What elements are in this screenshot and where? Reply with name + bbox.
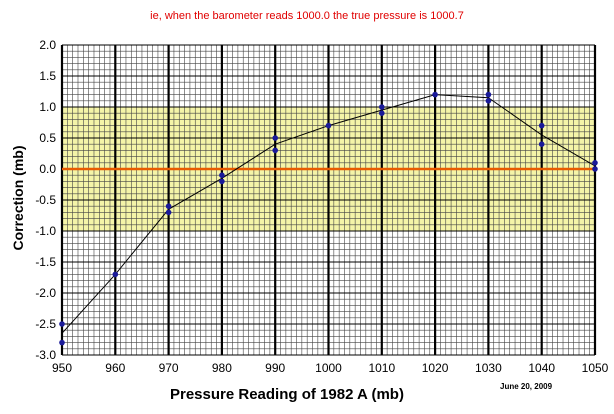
x-axis-label: Pressure Reading of 1982 A (mb) bbox=[170, 386, 404, 403]
y-tick-label: 0.5 bbox=[39, 131, 56, 145]
data-point bbox=[325, 122, 332, 129]
x-tick-label: 1030 bbox=[475, 361, 502, 375]
data-point bbox=[379, 104, 385, 110]
date-note: June 20, 2009 bbox=[500, 382, 553, 391]
data-point bbox=[112, 271, 119, 278]
data-point bbox=[165, 209, 172, 216]
data-point bbox=[538, 141, 545, 147]
x-tick-label: 1020 bbox=[422, 361, 449, 375]
y-tick-label: -1.0 bbox=[35, 224, 56, 238]
data-point bbox=[59, 339, 65, 346]
y-axis-label: Correction (mb) bbox=[10, 145, 26, 251]
data-point bbox=[538, 122, 545, 129]
y-tick-label: -2.5 bbox=[35, 317, 56, 331]
x-tick-label: 1010 bbox=[368, 361, 395, 375]
y-tick-label: 1.5 bbox=[39, 69, 56, 83]
x-tick-label: 960 bbox=[105, 361, 125, 375]
data-point bbox=[219, 172, 225, 178]
data-point bbox=[379, 110, 385, 116]
x-tick-label: 990 bbox=[265, 361, 285, 375]
y-tick-label: -2.0 bbox=[35, 286, 56, 300]
annotation-text: ie, when the barometer reads 1000.0 the … bbox=[150, 10, 464, 22]
data-point bbox=[272, 147, 279, 154]
data-point bbox=[219, 178, 225, 185]
x-tick-label: 1040 bbox=[528, 361, 555, 375]
data-point bbox=[485, 98, 492, 104]
data-point bbox=[432, 91, 438, 98]
y-tick-label: 0.0 bbox=[39, 162, 56, 176]
y-tick-label: 2.0 bbox=[39, 38, 56, 52]
y-tick-label: 1.0 bbox=[39, 100, 56, 114]
x-tick-label: 1050 bbox=[582, 361, 609, 375]
data-point bbox=[272, 135, 279, 141]
x-tick-label: 950 bbox=[52, 361, 72, 375]
x-tick-label: 1000 bbox=[315, 361, 342, 375]
x-tick-label: 970 bbox=[159, 361, 179, 375]
data-point bbox=[59, 321, 65, 327]
data-point bbox=[592, 160, 598, 166]
data-point bbox=[592, 166, 598, 172]
data-point bbox=[485, 91, 492, 98]
data-point bbox=[165, 203, 172, 209]
y-tick-label: -3.0 bbox=[35, 348, 56, 362]
y-tick-label: -1.5 bbox=[35, 255, 56, 269]
x-tick-label: 980 bbox=[212, 361, 232, 375]
y-tick-label: -0.5 bbox=[35, 193, 56, 207]
